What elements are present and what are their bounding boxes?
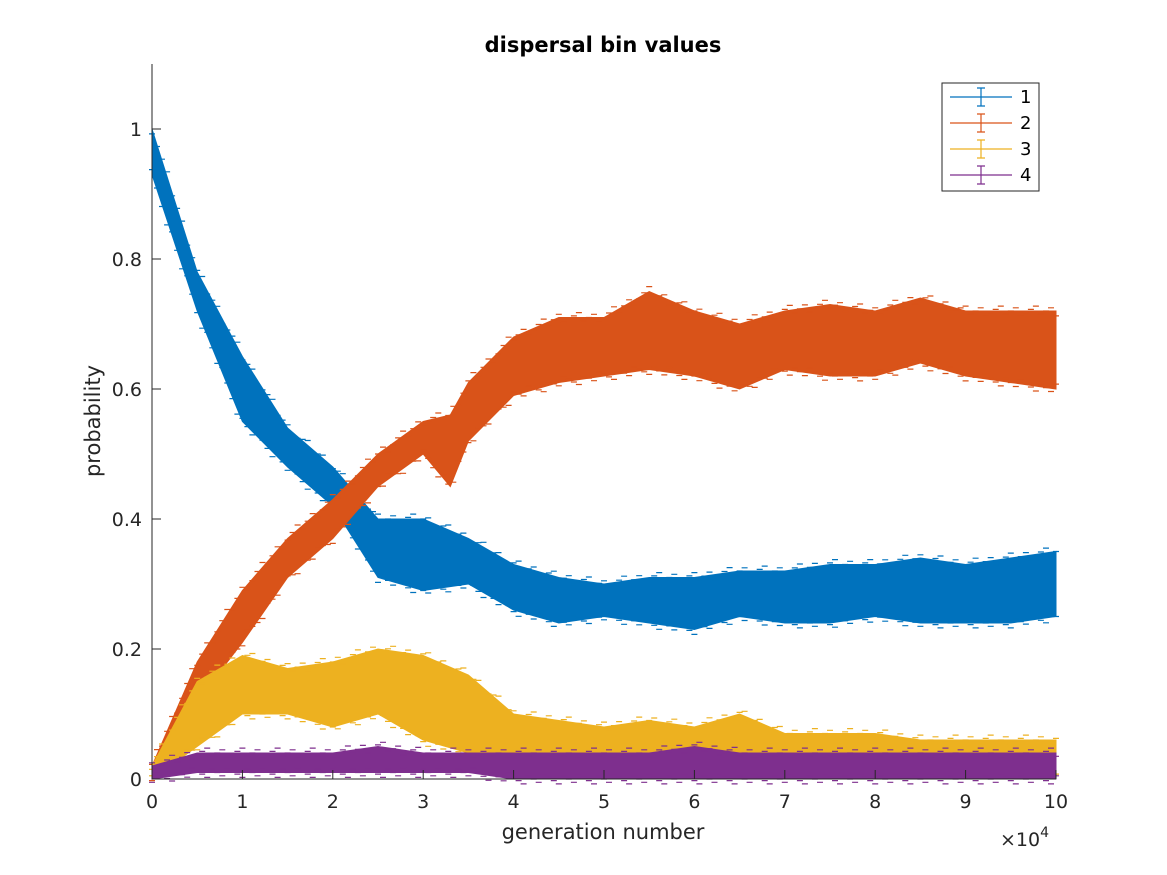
y-tick-label: 0.4	[112, 509, 142, 531]
x-tick-label: 6	[688, 791, 700, 813]
y-axis-label: probability	[81, 365, 105, 477]
legend: 1 2 3 4	[941, 82, 1040, 192]
x-tick-label: 7	[779, 791, 791, 813]
legend-label: 3	[1020, 139, 1031, 160]
legend-label: 2	[1020, 113, 1031, 134]
series-2-band	[151, 290, 1057, 781]
legend-box	[941, 82, 1040, 192]
series-2	[149, 286, 1059, 782]
legend-errorbar-icon	[977, 165, 985, 185]
chart-title: dispersal bin values	[485, 33, 722, 57]
series-layer	[149, 128, 1059, 785]
legend-item-1: 1	[950, 87, 1031, 108]
x-tick-label: 2	[327, 791, 339, 813]
x-exponent-base: ×10	[1000, 829, 1040, 851]
y-tick-label: 0.2	[112, 639, 142, 661]
x-tick-label: 10	[1044, 791, 1068, 813]
x-exponent-multiplier: ×104	[1000, 825, 1049, 851]
y-tick-label: 0	[130, 769, 142, 791]
legend-errorbar-icon	[977, 113, 985, 133]
legend-item-2: 2	[950, 113, 1031, 134]
x-tick-label: 4	[508, 791, 520, 813]
axes-layer: 0 1 2 3 4 5 6 7 8 9 10 0 0.2 0.4 0.6 0.8 1	[112, 64, 1068, 813]
legend-errorbar-icon	[977, 87, 985, 107]
y-tick-label: 0.8	[112, 249, 142, 271]
y-tick-label: 0.6	[112, 379, 142, 401]
x-tick-label: 0	[146, 791, 158, 813]
x-tick-label: 5	[598, 791, 610, 813]
x-tick-label: 9	[960, 791, 972, 813]
legend-item-4: 4	[950, 165, 1031, 186]
x-axis-label: generation number	[502, 820, 705, 844]
legend-errorbar-icon	[977, 139, 985, 159]
y-tick-label: 1	[130, 119, 142, 141]
x-tick-label: 8	[869, 791, 881, 813]
x-tick-label: 1	[236, 791, 248, 813]
legend-label: 4	[1020, 165, 1031, 186]
x-tick-label: 3	[417, 791, 429, 813]
legend-label: 1	[1020, 87, 1031, 108]
x-exponent-power: 4	[1040, 825, 1049, 841]
legend-item-3: 3	[950, 139, 1031, 160]
